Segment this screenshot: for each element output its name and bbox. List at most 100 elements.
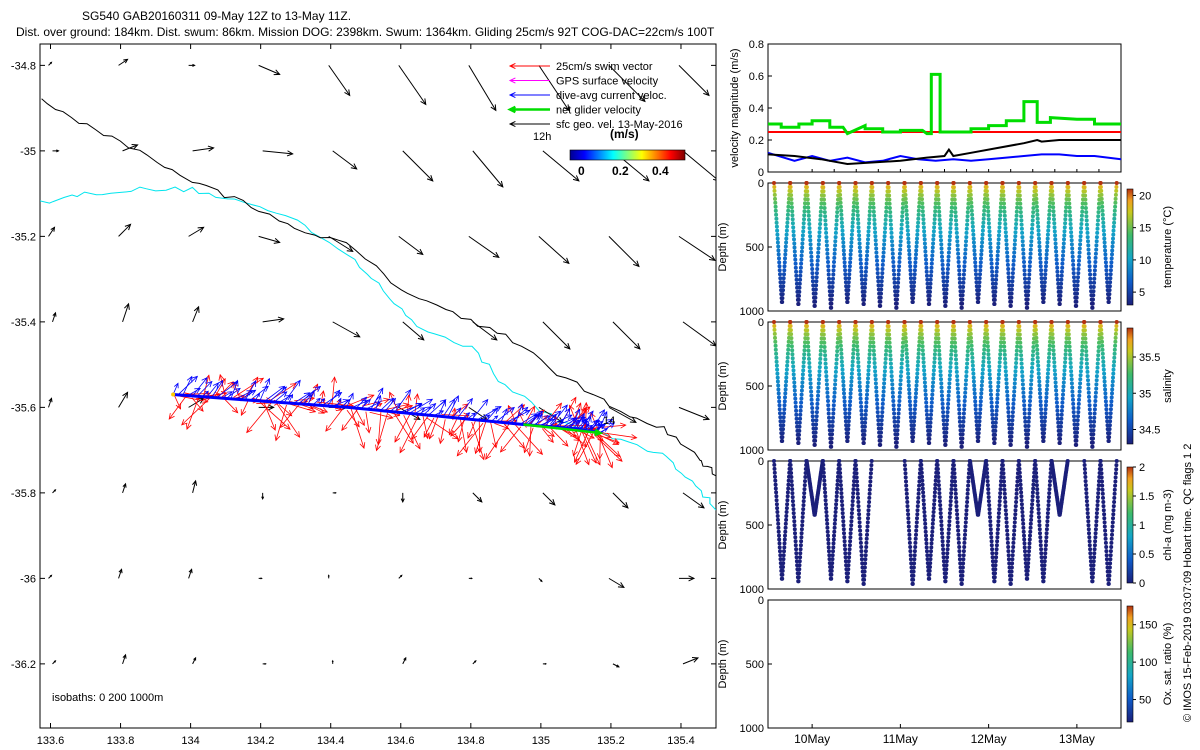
profile-point	[809, 262, 814, 267]
swim-vector-shaft	[263, 402, 276, 431]
profile-point	[987, 364, 992, 369]
profile-point	[799, 396, 804, 401]
geo-vector-shaft	[118, 392, 128, 408]
profile-point	[1042, 431, 1046, 436]
profile-point	[837, 459, 842, 463]
profile-point	[1068, 222, 1073, 226]
profile-point	[931, 510, 936, 514]
geo-vector-head	[713, 178, 716, 181]
profile-point	[835, 482, 840, 487]
swim-vector-shaft	[456, 422, 484, 457]
profile-point	[864, 265, 869, 270]
profile-point	[957, 419, 962, 424]
colorbar-tick: 0.2	[612, 164, 629, 178]
profile-point	[1092, 543, 1097, 548]
profile-point	[815, 262, 820, 267]
profile-point	[1079, 356, 1084, 361]
profile-point	[1085, 235, 1090, 240]
profile-point	[914, 248, 919, 253]
profile-point	[798, 269, 803, 274]
profile-point	[1037, 387, 1042, 392]
profile-point	[1033, 459, 1038, 463]
profile-point	[1098, 459, 1103, 463]
profile-point	[902, 459, 907, 463]
profile-point	[990, 277, 995, 282]
dac-vector-head	[599, 423, 607, 430]
profile-point	[1086, 523, 1091, 528]
profile-point	[832, 255, 837, 260]
profile-point	[1077, 254, 1082, 259]
profile-point	[915, 236, 919, 241]
geo-vector	[122, 482, 127, 494]
dac-vector-shaft	[360, 399, 371, 409]
profile-point	[924, 261, 929, 266]
profile-point	[990, 273, 995, 278]
profile-point	[866, 233, 871, 238]
geo-vector	[118, 568, 123, 579]
profile-point	[973, 403, 978, 408]
profile-point	[960, 440, 965, 445]
profile-point	[834, 494, 839, 499]
profile-point	[895, 424, 900, 428]
profile-point	[1004, 385, 1009, 390]
profile-point	[895, 432, 900, 437]
profile-point	[1088, 411, 1093, 416]
profile-point	[788, 328, 793, 333]
profile-point	[913, 545, 918, 549]
profile-point	[1002, 213, 1007, 218]
profile-point	[792, 519, 797, 524]
profile-point	[809, 393, 814, 398]
profile-point	[990, 281, 995, 286]
profile-point	[1075, 430, 1079, 435]
profile-point	[946, 393, 951, 398]
profile-point	[1100, 343, 1105, 348]
profile-point	[905, 355, 909, 360]
profile-point	[912, 557, 917, 562]
profile-point	[817, 365, 822, 370]
dac-vector-shaft	[302, 394, 313, 405]
profile-point	[810, 410, 815, 415]
profile-point	[1028, 255, 1033, 260]
dac-vector-head	[201, 376, 208, 384]
profile-point	[969, 196, 973, 201]
profile-point	[929, 400, 934, 405]
profile-point	[1039, 280, 1044, 285]
profile-point	[907, 248, 912, 253]
geo-vector-head	[540, 579, 543, 583]
profile-point	[857, 233, 862, 238]
profile-point	[891, 260, 896, 264]
profile-point	[1034, 475, 1039, 479]
profile-point	[987, 507, 992, 512]
profile-point	[1114, 327, 1119, 332]
profile-point	[1003, 504, 1008, 509]
profile-point	[1025, 568, 1030, 573]
profile-point	[853, 463, 858, 468]
profile-point	[998, 491, 1003, 496]
profile-point	[961, 561, 966, 566]
profile-point	[791, 372, 796, 377]
profile-point	[792, 237, 796, 242]
profile-point	[834, 365, 839, 370]
profile-point	[1068, 361, 1073, 365]
profile-point	[1058, 297, 1063, 302]
swim-vector-head	[448, 428, 455, 436]
profile-point	[1087, 399, 1092, 403]
swim-vector	[593, 434, 623, 462]
profile-point	[849, 240, 854, 245]
dac-vector	[384, 397, 397, 412]
profile-point	[958, 285, 963, 289]
profile-point	[1101, 500, 1106, 504]
profile-point	[849, 232, 854, 237]
profile-point	[1025, 444, 1030, 449]
profile-point	[832, 247, 837, 252]
profile-point	[1034, 204, 1039, 209]
profile-point	[789, 193, 794, 198]
profile-point	[992, 441, 997, 445]
geo-vector-head	[193, 656, 197, 661]
profile-point	[906, 524, 911, 529]
profile-point	[972, 252, 977, 257]
profile-point	[916, 487, 921, 492]
profile-point	[1031, 206, 1036, 210]
profile-point	[919, 320, 923, 324]
profile-point	[943, 438, 948, 443]
